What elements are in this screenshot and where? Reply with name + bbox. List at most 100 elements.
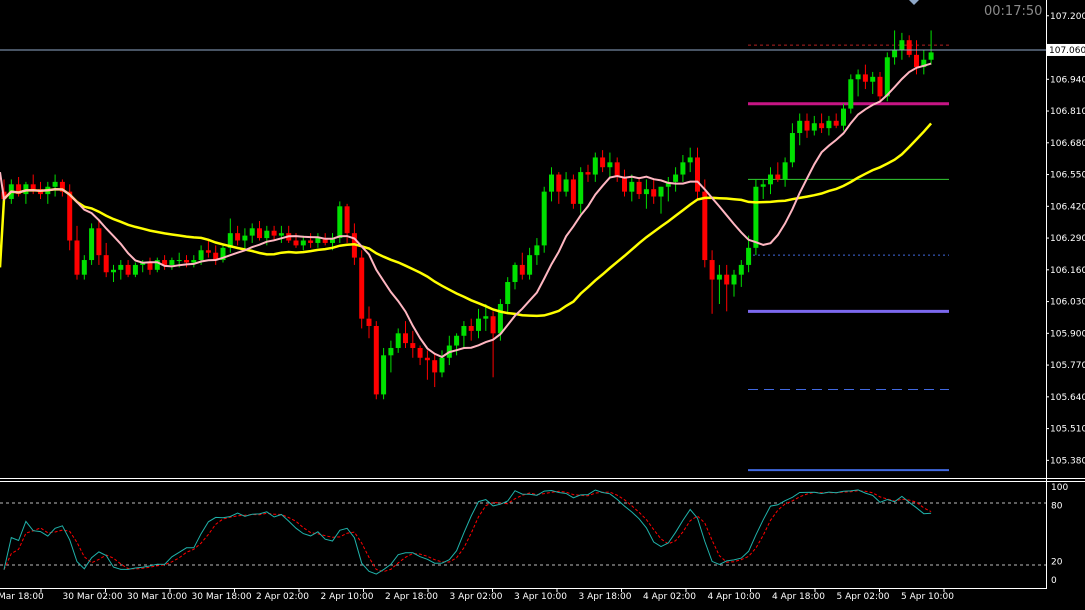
candle-body	[753, 186, 759, 248]
time-tick-label: 3 Apr 18:00	[579, 592, 632, 602]
candle-body	[804, 120, 810, 131]
slow-moving-average-line	[0, 122, 933, 318]
candle-body	[308, 240, 314, 243]
candle-body	[176, 260, 182, 262]
candle-body	[534, 245, 540, 256]
candle-body	[519, 264, 525, 275]
candle-body	[892, 49, 898, 58]
candle-body	[249, 228, 255, 236]
candle-body	[833, 120, 839, 126]
stochastic-tick-label: 80	[1051, 502, 1063, 512]
candle-body	[315, 238, 321, 243]
candle-body	[622, 176, 627, 192]
candle-body	[731, 274, 737, 285]
candle-body	[592, 157, 598, 175]
candle-body	[242, 235, 248, 241]
current-price-tag: 107.060	[1047, 43, 1085, 56]
candle-body	[848, 79, 854, 109]
price-axis-labels: 107.200 107.060 106.940 106.810 106.680 106.5…	[1046, 12, 1085, 466]
time-tick-label: 4 Apr 18:00	[772, 592, 825, 602]
price-tick-label: 106.160	[1050, 266, 1085, 276]
candle-body	[191, 260, 197, 263]
candle-body	[140, 262, 146, 265]
candle-body	[264, 230, 270, 239]
time-axis-labels: Mar 18:00 30 Mar 02:00 30 Mar 10:00 30 Mar …	[0, 588, 954, 602]
candle-body	[344, 206, 350, 234]
time-tick-label: 30 Mar 10:00	[127, 592, 187, 602]
candle-body	[768, 174, 773, 185]
candle-body	[497, 304, 503, 334]
price-panel[interactable]	[0, 30, 1046, 472]
price-tick-label: 105.510	[1050, 425, 1085, 435]
candle-body	[439, 357, 445, 373]
candle-body	[811, 123, 817, 131]
candle-body	[432, 360, 438, 373]
candle-body	[665, 181, 671, 187]
candle-body	[709, 260, 715, 280]
candle-body	[89, 228, 95, 261]
price-tick-label: 106.940	[1050, 75, 1085, 85]
time-tick-label: 5 Apr 10:00	[901, 592, 954, 602]
price-tick-label: 106.550	[1050, 171, 1085, 181]
candle-body	[570, 179, 576, 204]
candle-body	[600, 157, 606, 168]
candle-body	[96, 228, 102, 256]
candle-body	[395, 333, 401, 348]
candle-body	[716, 274, 722, 280]
arrow-marker-icon	[909, 0, 919, 5]
candle-body	[789, 133, 795, 163]
time-tick-label: 5 Apr 02:00	[837, 592, 890, 602]
candle-body	[300, 240, 306, 246]
candle-body	[826, 120, 832, 129]
candle-body	[906, 40, 912, 55]
candle-body	[629, 181, 635, 192]
candle-body	[257, 228, 262, 239]
candle-body	[213, 252, 219, 261]
candle-body	[59, 181, 65, 192]
time-tick-label: 3 Apr 10:00	[514, 592, 567, 602]
candle-body	[549, 174, 554, 192]
candle-body	[527, 255, 533, 275]
candle-body	[417, 347, 423, 358]
candle-body	[782, 162, 788, 180]
candle-body	[738, 264, 744, 275]
candle-body	[578, 172, 584, 204]
candle-body	[505, 282, 511, 305]
candle-body	[614, 162, 620, 177]
stochastic-tick-label: 100	[1051, 483, 1068, 493]
time-tick-label: Mar 18:00	[0, 592, 44, 602]
time-tick-label: 30 Mar 02:00	[63, 592, 123, 602]
candle-body	[147, 262, 153, 270]
price-tick-label: 106.810	[1050, 107, 1085, 117]
time-tick-label: 4 Apr 02:00	[643, 592, 696, 602]
candle-body	[775, 174, 781, 180]
price-tick-label: 106.290	[1050, 234, 1085, 244]
stochastic-tick-label: 0	[1051, 576, 1057, 586]
candle-body	[67, 191, 73, 241]
candle-body	[388, 347, 394, 356]
candle-body	[921, 59, 927, 68]
candle-body	[607, 162, 613, 168]
stochastic-panel[interactable]	[0, 489, 1046, 575]
candle-body	[461, 325, 467, 336]
candle-body	[227, 233, 233, 248]
candle-body	[877, 76, 883, 97]
candle-body	[220, 247, 226, 261]
candle-body	[862, 74, 868, 82]
candle-body	[162, 260, 168, 265]
candle-body	[132, 264, 138, 275]
candle-body	[454, 335, 460, 346]
candle-body	[330, 238, 335, 243]
candle-body	[30, 184, 36, 190]
candle-body	[541, 191, 547, 246]
candle-body	[424, 357, 430, 361]
candle-body	[680, 162, 686, 175]
candle-body	[366, 318, 372, 326]
candle-body	[884, 57, 890, 97]
candle-body	[724, 274, 730, 285]
candle-body	[118, 264, 124, 270]
candle-body	[702, 191, 708, 261]
candle-body	[585, 172, 591, 175]
stochastic-main-line	[3, 489, 932, 575]
